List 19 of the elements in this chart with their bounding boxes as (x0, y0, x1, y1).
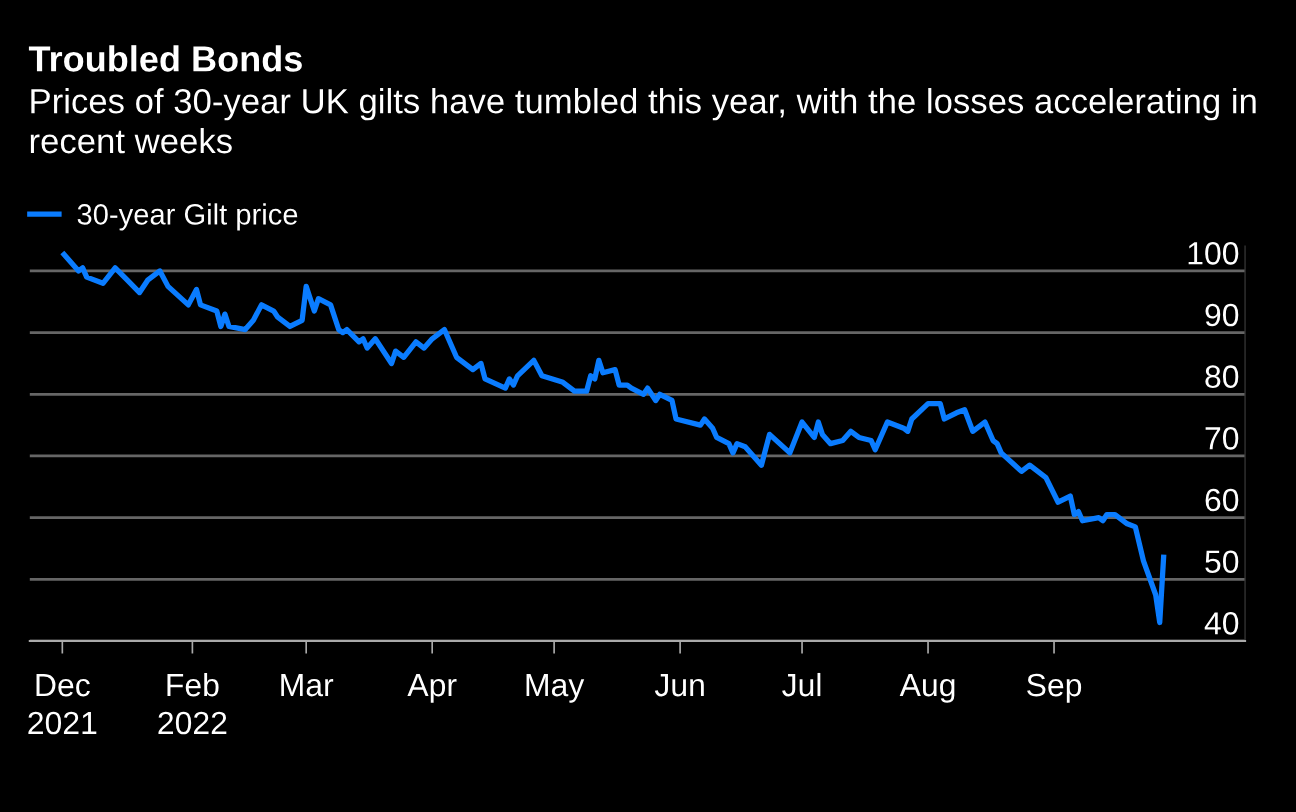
x-tick-label: May (526, 674, 585, 703)
x-tick-label: Aug (899, 674, 955, 703)
x-tick-label: Mar (281, 674, 334, 697)
x-tick-label: Dec 2021 (28, 674, 97, 735)
x-tick-label: Feb 2022 (158, 672, 227, 735)
x-tick-label: Jul (782, 672, 821, 697)
x-tick-label: Apr (407, 674, 457, 703)
y-tick-label: 80 (1205, 365, 1239, 388)
legend-label: 30-year Gilt price (77, 203, 298, 231)
chart-subtitle: Prices of 30-year UK gilts have tumbled this year, with the losses accelerating in recent weeks (30, 88, 1256, 154)
y-tick-label: 50 (1205, 550, 1239, 573)
chart-title: Troubled Bonds (28, 45, 302, 72)
y-tick-label: 90 (1205, 303, 1239, 327)
y-tick-label: 40 (1204, 612, 1239, 635)
y-tick-label: 70 (1205, 427, 1239, 450)
y-tick-label: 100 (1188, 242, 1239, 265)
x-tick-label: Jun (654, 674, 704, 697)
y-tick-label: 60 (1205, 488, 1239, 512)
x-tick-label: Sep (1027, 673, 1082, 703)
